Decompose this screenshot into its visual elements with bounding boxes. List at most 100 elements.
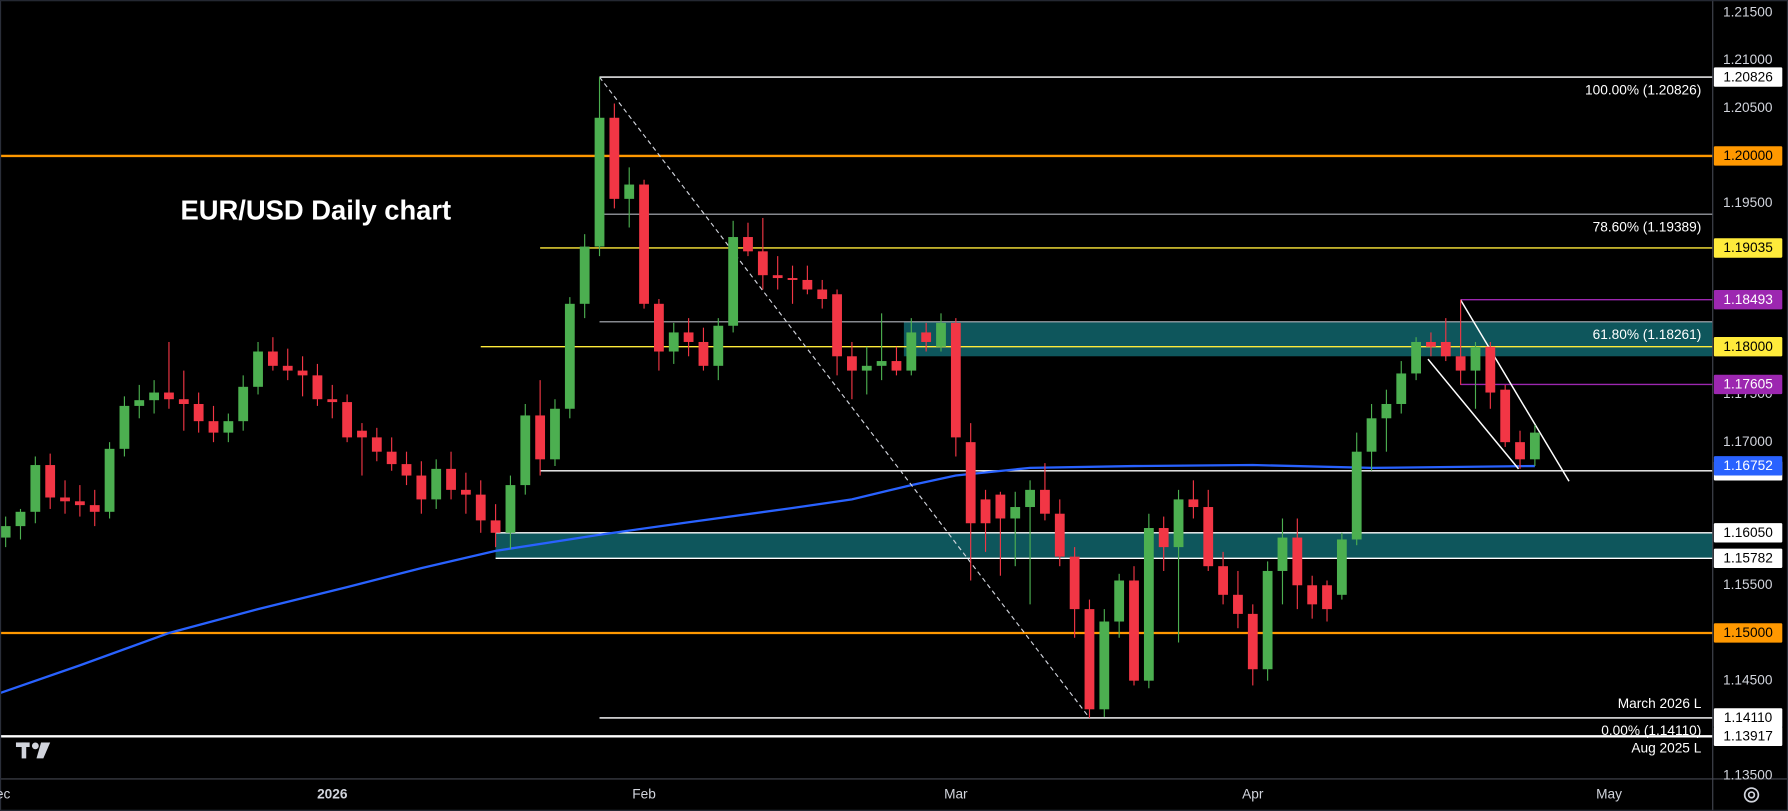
x-tick-label: Mar (944, 787, 968, 802)
candle-body (327, 399, 338, 403)
candle-body (1158, 528, 1169, 548)
candle-body (847, 356, 857, 371)
price-badge (1713, 146, 1783, 166)
price-badge (1713, 290, 1783, 310)
candle-body (550, 408, 560, 460)
candle-body (772, 275, 783, 279)
candle-body (1054, 513, 1065, 557)
x-tick-label: May (1596, 787, 1622, 802)
fib-label: 61.80% (1.18261) (1593, 327, 1702, 342)
candle-body (1143, 528, 1154, 681)
price-badge-label: 1.13917 (1723, 728, 1772, 743)
candle-body (282, 365, 293, 371)
candle-body (1307, 585, 1318, 605)
x-tick-label: Apr (1242, 787, 1264, 802)
price-badge-label: 1.20000 (1723, 148, 1773, 163)
candle-body (1247, 613, 1258, 670)
candle-body (654, 303, 664, 352)
price-badge-label: 1.20826 (1723, 69, 1772, 84)
candle-body (950, 322, 961, 438)
settings-icon[interactable] (1743, 787, 1760, 803)
fib-label: 100.00% (1.20826) (1585, 82, 1701, 97)
candle-body (1025, 489, 1035, 508)
price-badge (1713, 337, 1783, 357)
candle-body (965, 442, 976, 524)
candle-body (460, 489, 471, 495)
time-axis (0, 778, 1713, 811)
candle-body (639, 184, 649, 304)
x-tick-label: 2026 (317, 787, 348, 802)
candle-body (1396, 373, 1407, 404)
price-badge (1713, 726, 1783, 746)
moving-average (0, 463, 1535, 695)
trendline (1460, 299, 1570, 482)
candle-body (104, 448, 115, 512)
tv-logo (15, 742, 51, 759)
candle-body (579, 246, 590, 304)
price-badge-label: 1.14110 (1724, 710, 1773, 725)
fib-label: 0.00% (1.14110) (1601, 723, 1701, 738)
candle-body (238, 386, 249, 422)
x-tick-label: Feb (632, 787, 656, 802)
candle-body (1500, 389, 1511, 443)
candle-body (30, 465, 41, 512)
note: Aug 2025 L (1631, 740, 1701, 755)
candle-body (446, 468, 456, 490)
candle-body (1515, 442, 1525, 460)
candle-body (164, 392, 174, 400)
candle-body (1322, 585, 1332, 610)
candle-body (757, 251, 768, 276)
y-tick-label: 1.21500 (1723, 4, 1773, 19)
fib-label: 78.60% (1.19389) (1593, 220, 1702, 235)
candle-body (1173, 499, 1184, 548)
candle-body (149, 392, 160, 401)
candle-body (1336, 539, 1347, 595)
candle-body (1455, 356, 1466, 371)
candle-body (1114, 580, 1125, 622)
candle-body (386, 451, 397, 465)
candle-body (416, 475, 427, 500)
candle-body (1233, 594, 1243, 614)
price-badge-label: 1.15782 (1723, 551, 1772, 566)
candle-body (134, 400, 145, 406)
candle-body (267, 351, 278, 366)
candle-body (861, 365, 872, 371)
y-tick-label: 1.17000 (1723, 434, 1773, 449)
candle-body (431, 468, 442, 500)
candle-body (832, 294, 842, 357)
candle-body (371, 437, 382, 452)
price-badge (1713, 456, 1783, 476)
candle-body (193, 403, 204, 422)
candle-body (1069, 556, 1080, 610)
y-tick-label: 1.19500 (1723, 195, 1773, 210)
price-badge (1713, 623, 1783, 643)
fib-diagonal (599, 76, 1090, 719)
price-badge-label: 1.18000 (1723, 339, 1773, 354)
candle-body (624, 184, 635, 199)
candle-body (1485, 346, 1496, 393)
candle-body (1129, 580, 1139, 681)
candle-body (1084, 609, 1095, 710)
candle-body (1218, 566, 1228, 595)
candle-body (1351, 451, 1362, 540)
candle-body (564, 303, 575, 409)
candle-body (743, 237, 753, 252)
candle-body (1366, 418, 1377, 452)
candle-body (980, 499, 991, 524)
candle-body (401, 464, 412, 476)
price-badge-label: 1.15000 (1723, 625, 1773, 640)
candle-body (1040, 489, 1050, 514)
candle-body (921, 332, 932, 342)
candle-body (208, 421, 219, 433)
trendline (1427, 358, 1520, 470)
y-tick-label: 1.15500 (1723, 577, 1773, 592)
price-badge (1713, 548, 1783, 569)
candle-body (490, 520, 501, 533)
zone (903, 321, 1713, 357)
price-badge-label: 1.19035 (1723, 240, 1773, 255)
candle-body (520, 415, 531, 486)
candle-body (119, 405, 130, 449)
candle-body (60, 497, 70, 502)
candle-body (594, 117, 605, 247)
